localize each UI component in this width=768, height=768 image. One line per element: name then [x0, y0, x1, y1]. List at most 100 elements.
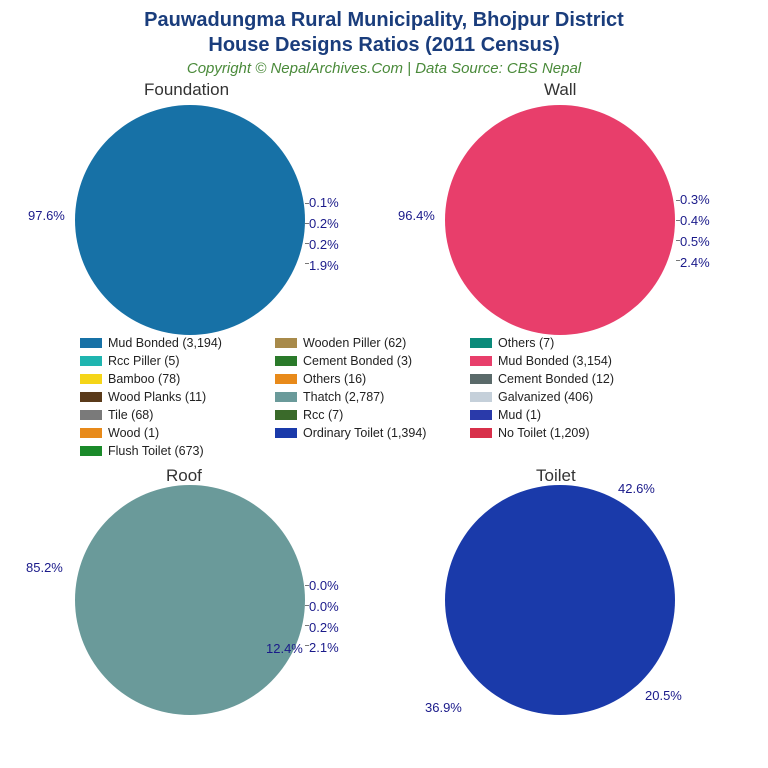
- legend-label: Mud Bonded (3,154): [498, 354, 612, 368]
- title-line2: House Designs Ratios (2011 Census): [208, 34, 559, 56]
- toilet-pct-label: 42.6%: [618, 481, 655, 496]
- leader-line: [676, 240, 680, 241]
- legend-swatch: [470, 338, 492, 348]
- legend-swatch: [275, 428, 297, 438]
- roof-pct-label: 12.4%: [266, 641, 303, 656]
- toilet-pct-label: 36.9%: [425, 700, 462, 715]
- leader-line: [305, 243, 309, 244]
- toilet-title: Toilet: [536, 466, 576, 486]
- legend-item: Bamboo (78): [80, 370, 275, 388]
- legend-swatch: [275, 356, 297, 366]
- foundation-pie: [75, 105, 305, 335]
- wall-pct-label: 2.4%: [680, 255, 710, 270]
- wall-title: Wall: [544, 80, 576, 100]
- legend-item: Others (7): [470, 334, 665, 352]
- legend-label: Bamboo (78): [108, 372, 180, 386]
- legend-item: Rcc (7): [275, 406, 470, 424]
- legend-item: Ordinary Toilet (1,394): [275, 424, 470, 442]
- legend-swatch: [275, 410, 297, 420]
- roof-pct-label: 0.2%: [309, 620, 339, 635]
- roof-title: Roof: [166, 466, 202, 486]
- foundation-pct-label: 0.2%: [309, 216, 339, 231]
- legend-label: Mud Bonded (3,194): [108, 336, 222, 350]
- legend-label: Galvanized (406): [498, 390, 593, 404]
- legend-item: Mud (1): [470, 406, 665, 424]
- legend-label: Wooden Piller (62): [303, 336, 406, 350]
- legend-item: Flush Toilet (673): [80, 442, 275, 460]
- legend-label: Cement Bonded (3): [303, 354, 412, 368]
- leader-line: [305, 203, 309, 204]
- legend-swatch: [275, 338, 297, 348]
- foundation-title: Foundation: [144, 80, 229, 100]
- legend-swatch: [80, 392, 102, 402]
- leader-line: [305, 263, 309, 264]
- legend-label: Cement Bonded (12): [498, 372, 614, 386]
- legend-swatch: [470, 410, 492, 420]
- wall-pie: [445, 105, 675, 335]
- legend-label: Thatch (2,787): [303, 390, 384, 404]
- legend-label: Rcc (7): [303, 408, 343, 422]
- foundation-pct-label: 0.2%: [309, 237, 339, 252]
- legend-item: No Toilet (1,209): [470, 424, 665, 442]
- legend-item: Cement Bonded (12): [470, 370, 665, 388]
- legend-item: Wood Planks (11): [80, 388, 275, 406]
- legend-item: Wood (1): [80, 424, 275, 442]
- leader-line: [305, 223, 309, 224]
- legend-item: Rcc Piller (5): [80, 352, 275, 370]
- leader-line: [676, 260, 680, 261]
- roof-pct-label: 0.0%: [309, 578, 339, 593]
- leader-line: [305, 625, 309, 626]
- legend-item: Wooden Piller (62): [275, 334, 470, 352]
- legend-swatch: [80, 356, 102, 366]
- wall-pct-label: 0.4%: [680, 213, 710, 228]
- leader-line: [305, 605, 309, 606]
- roof-pie: [75, 485, 305, 715]
- legend-swatch: [80, 428, 102, 438]
- legend-item: Galvanized (406): [470, 388, 665, 406]
- legend-swatch: [470, 356, 492, 366]
- legend-swatch: [80, 338, 102, 348]
- subtitle: Copyright © NepalArchives.Com | Data Sou…: [0, 60, 768, 77]
- legend-label: Others (16): [303, 372, 366, 386]
- legend-swatch: [470, 374, 492, 384]
- foundation-pct-label: 1.9%: [309, 258, 339, 273]
- legend-item: Mud Bonded (3,194): [80, 334, 275, 352]
- leader-line: [676, 200, 680, 201]
- legend-label: Wood Planks (11): [108, 390, 206, 404]
- legend-label: Rcc Piller (5): [108, 354, 180, 368]
- roof-pct-label: 0.0%: [309, 599, 339, 614]
- legend-label: No Toilet (1,209): [498, 426, 590, 440]
- toilet-pie: [445, 485, 675, 715]
- legend-item: Cement Bonded (3): [275, 352, 470, 370]
- wall-pct-label: 96.4%: [398, 208, 435, 223]
- legend-item: Others (16): [275, 370, 470, 388]
- legend-item: Thatch (2,787): [275, 388, 470, 406]
- legend-swatch: [275, 374, 297, 384]
- wall-pct-label: 0.5%: [680, 234, 710, 249]
- legend-swatch: [80, 410, 102, 420]
- legend-label: Others (7): [498, 336, 554, 350]
- page-title: Pauwadungma Rural Municipality, Bhojpur …: [0, 0, 768, 58]
- legend-swatch: [275, 392, 297, 402]
- legend-item: Mud Bonded (3,154): [470, 352, 665, 370]
- toilet-pct-label: 20.5%: [645, 688, 682, 703]
- legend-swatch: [470, 392, 492, 402]
- legend: Mud Bonded (3,194) Wooden Piller (62) Othe…: [80, 334, 700, 460]
- legend-swatch: [80, 374, 102, 384]
- leader-line: [305, 645, 309, 646]
- foundation-pct-label: 0.1%: [309, 195, 339, 210]
- legend-item: Tile (68): [80, 406, 275, 424]
- legend-swatch: [470, 428, 492, 438]
- legend-label: Wood (1): [108, 426, 159, 440]
- leader-line: [676, 220, 680, 221]
- foundation-pct-label: 97.6%: [28, 208, 65, 223]
- legend-label: Tile (68): [108, 408, 153, 422]
- legend-label: Flush Toilet (673): [108, 444, 204, 458]
- roof-pct-label: 85.2%: [26, 560, 63, 575]
- legend-swatch: [80, 446, 102, 456]
- legend-label: Mud (1): [498, 408, 541, 422]
- legend-label: Ordinary Toilet (1,394): [303, 426, 426, 440]
- wall-pct-label: 0.3%: [680, 192, 710, 207]
- title-line1: Pauwadungma Rural Municipality, Bhojpur …: [144, 9, 624, 31]
- leader-line: [305, 585, 309, 586]
